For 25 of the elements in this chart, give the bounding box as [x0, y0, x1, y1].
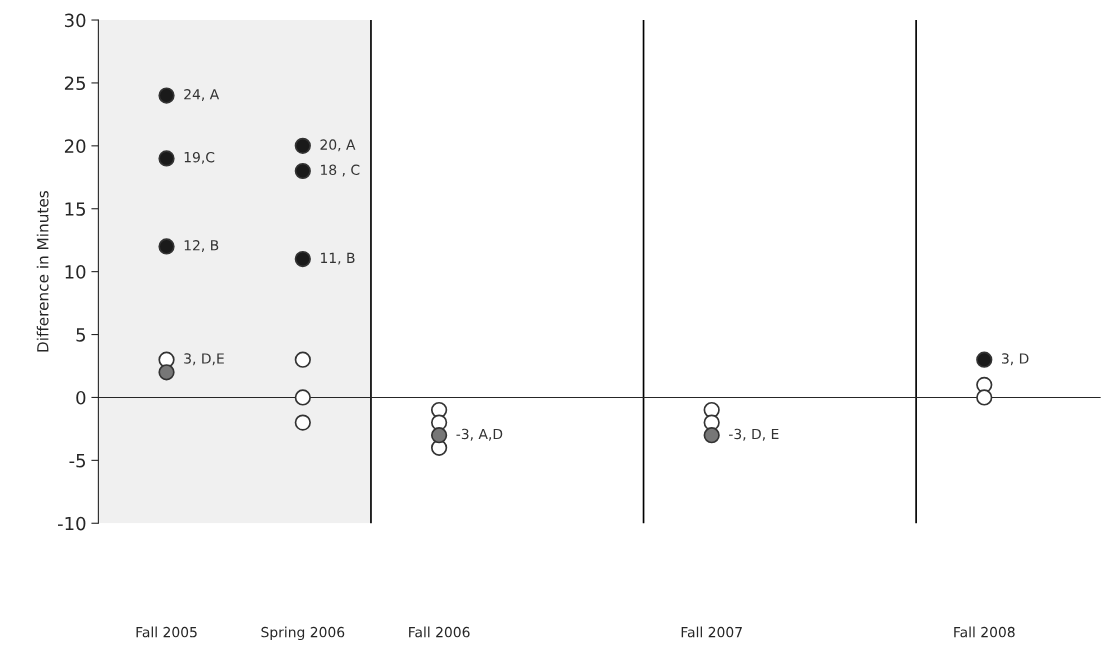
- data-label: 18 , C: [321, 164, 360, 177]
- data-label: 11, B: [321, 252, 355, 265]
- x-tick-label: Fall 2007: [681, 626, 742, 638]
- y-tick-label: 30: [64, 13, 86, 28]
- data-label: 20, A: [320, 139, 356, 152]
- y-tick-label: -10: [57, 516, 86, 531]
- y-tick-label: 25: [64, 76, 85, 91]
- data-label: 3, D,E: [184, 353, 224, 366]
- y-tick-label: 0: [76, 390, 86, 405]
- y-tick-label: 15: [65, 202, 85, 216]
- data-label: 12, B: [184, 240, 219, 252]
- data-label: 24, A: [184, 89, 220, 101]
- y-tick-label: 5: [76, 328, 85, 342]
- data-label: 19,C: [184, 151, 215, 164]
- data-label: -3, A,D: [456, 428, 503, 441]
- data-label: -3, D, E: [729, 428, 779, 441]
- y-tick-label: 20: [64, 139, 86, 153]
- y-tick-label: 10: [65, 265, 86, 279]
- data-label: 3, D: [1001, 353, 1029, 366]
- y-axis-title: Difference in Minutes: [36, 191, 49, 352]
- y-tick-label: -5: [69, 454, 85, 468]
- x-tick-label: Spring 2006: [261, 626, 345, 641]
- x-tick-label: Fall 2005: [136, 626, 197, 638]
- x-tick-label: Fall 2006: [409, 626, 470, 638]
- x-tick-label: Fall 2008: [954, 626, 1015, 638]
